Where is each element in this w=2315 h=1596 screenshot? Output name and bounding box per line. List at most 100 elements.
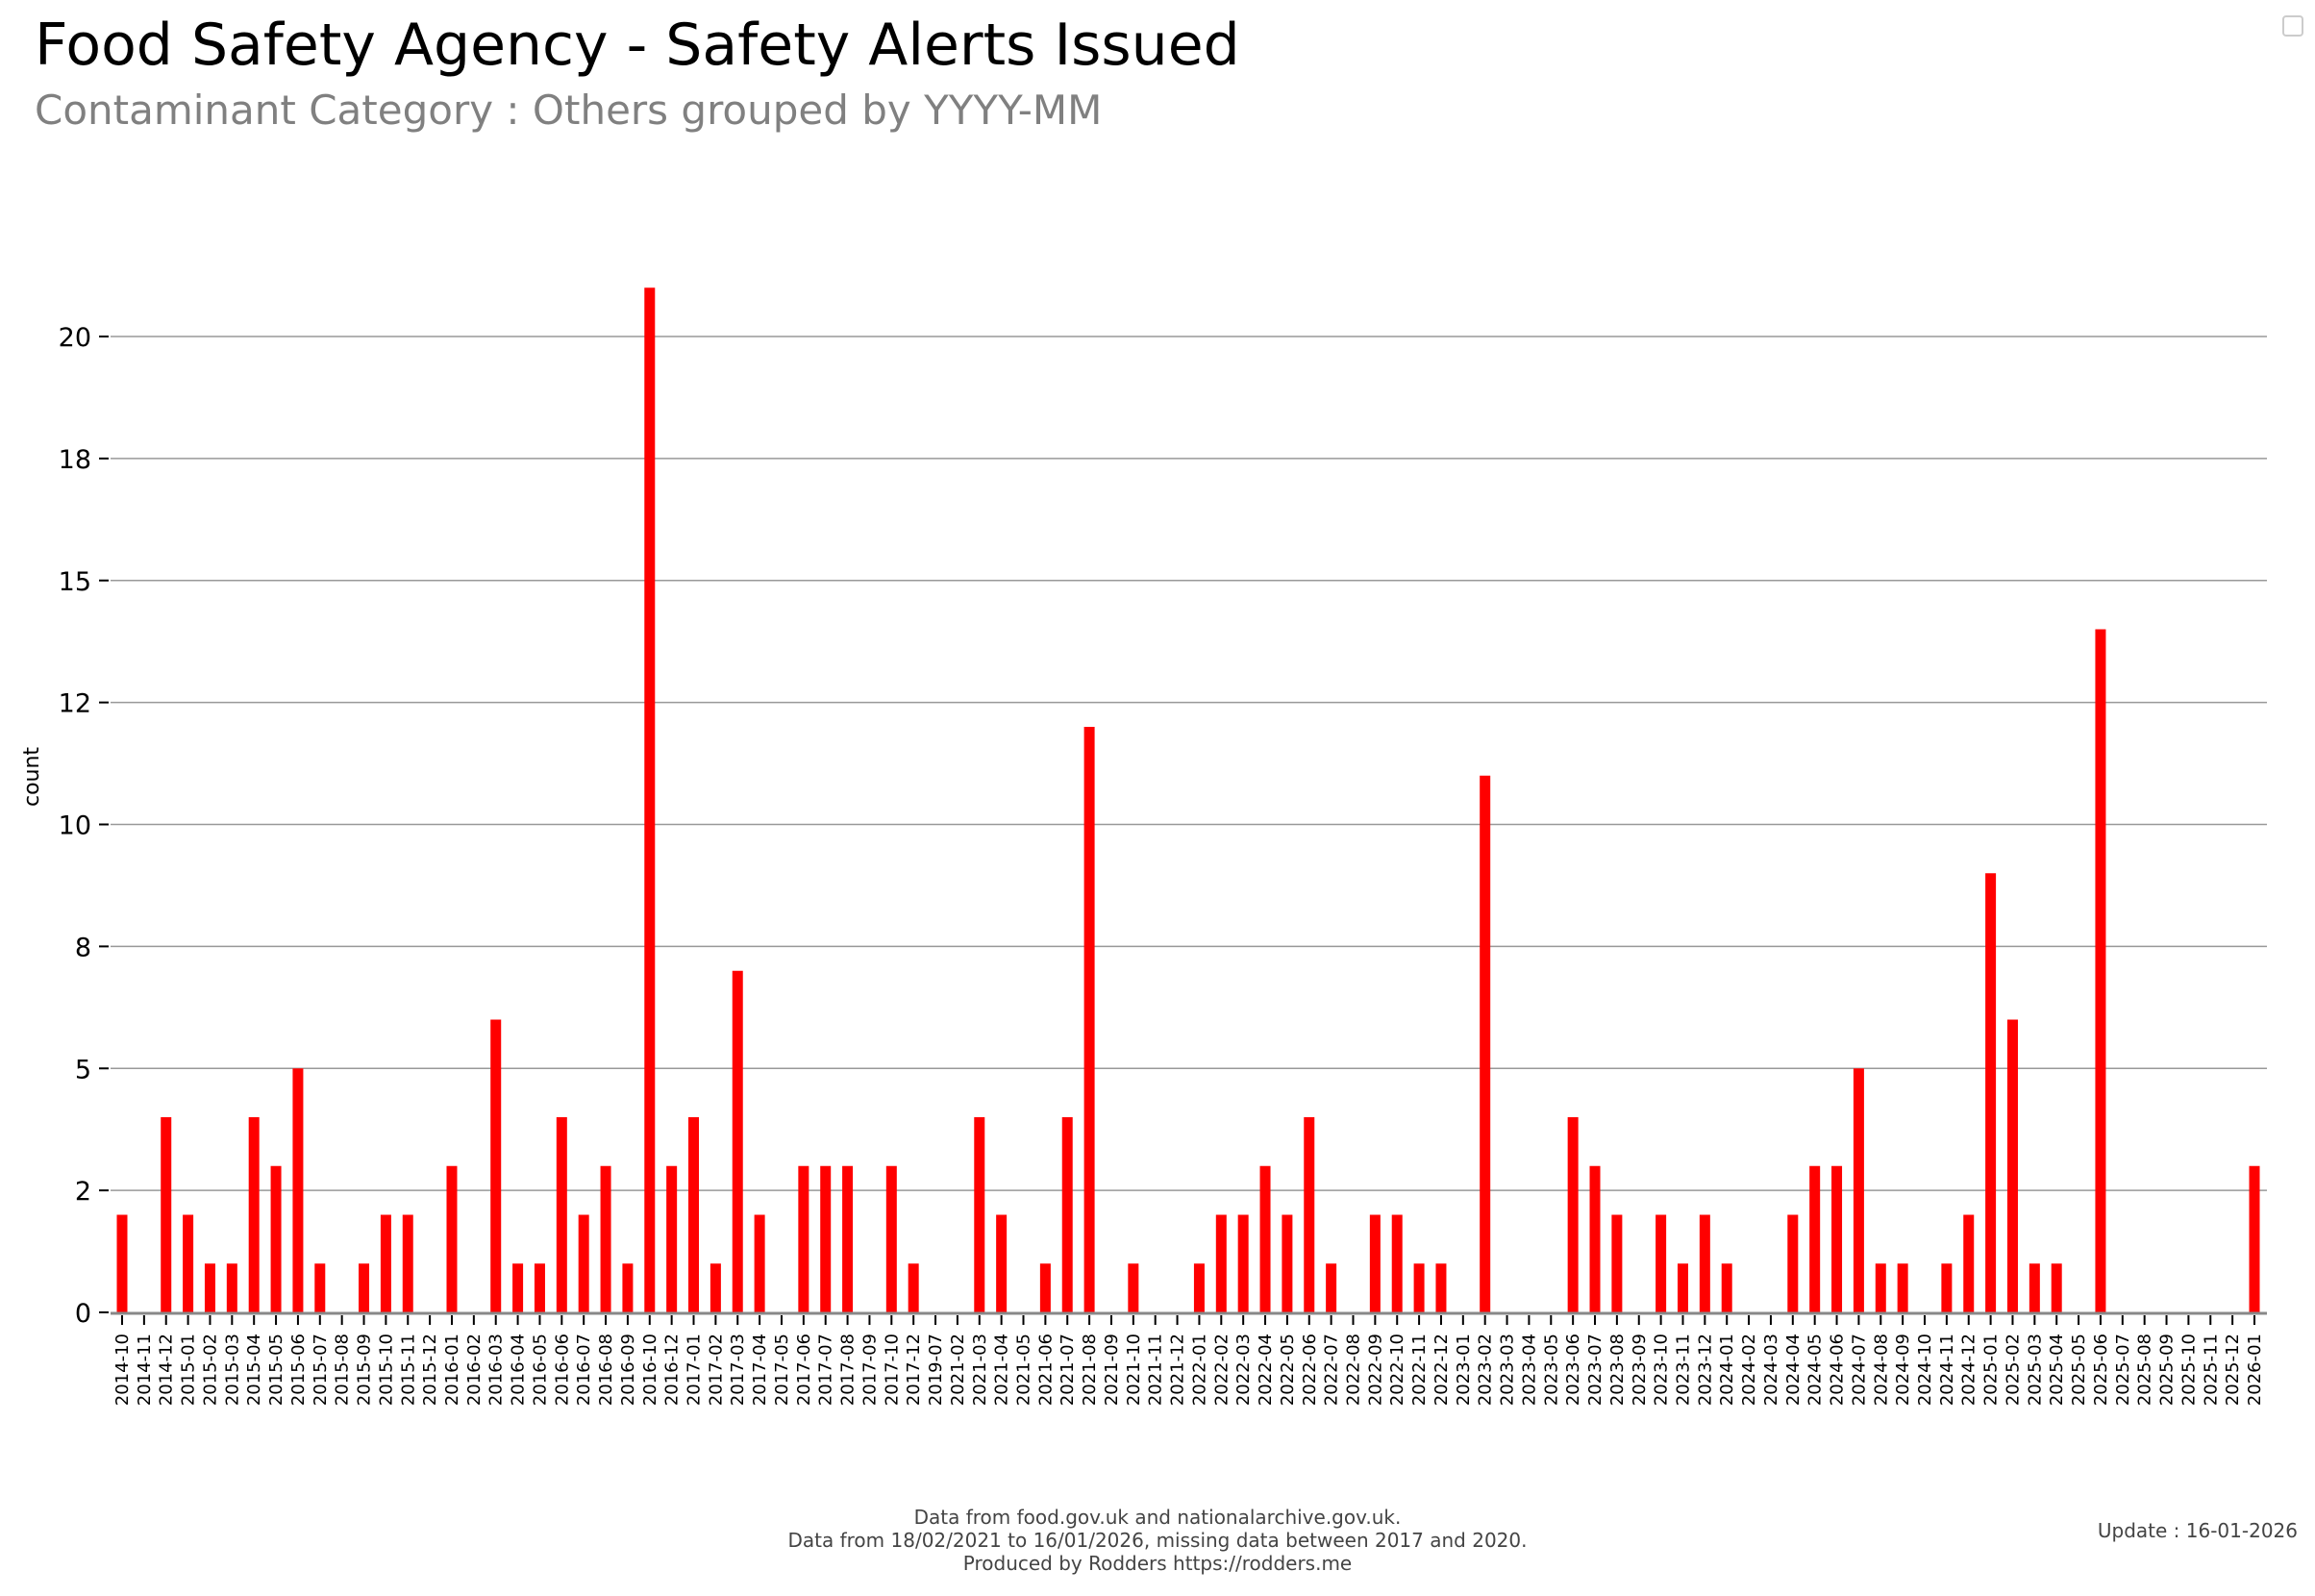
- x-tick-label: 2015-10: [376, 1334, 396, 1406]
- x-tick-label: 2016-05: [530, 1334, 550, 1406]
- x-tick-label: 2021-11: [1146, 1334, 1166, 1406]
- x-tick-label: 2022-12: [1431, 1334, 1452, 1406]
- x-tick-label: 2025-09: [2157, 1334, 2178, 1406]
- bar: [1304, 1117, 1315, 1312]
- x-tick-label: 2015-03: [222, 1334, 242, 1406]
- bar: [1259, 1165, 1271, 1312]
- bar: [2051, 1263, 2062, 1312]
- x-tick-label: 2015-06: [288, 1334, 309, 1406]
- x-tick-label: 2024-11: [1937, 1334, 1957, 1406]
- bar: [1413, 1263, 1425, 1312]
- bar: [1391, 1214, 1403, 1312]
- x-tick-label: 2023-01: [1454, 1334, 1474, 1406]
- x-tick-label: 2014-11: [135, 1334, 155, 1406]
- bar: [1215, 1214, 1227, 1312]
- bar: [1128, 1263, 1139, 1312]
- chart-title: Food Safety Agency - Safety Alerts Issue…: [35, 12, 1240, 79]
- x-axis: 2014-10 2014-11 2014-12 2015-01 2015-02 2015-…: [111, 1311, 2267, 1406]
- bar: [248, 1117, 260, 1312]
- x-tick-label: 2023-11: [1673, 1334, 1693, 1406]
- bar: [2006, 1019, 2018, 1312]
- x-tick-label: 2024-07: [1849, 1334, 1869, 1406]
- x-tick-label: 2021-07: [1058, 1334, 1078, 1406]
- x-tick-label: 2017-08: [838, 1334, 859, 1406]
- x-tick-label: 2015-09: [355, 1334, 375, 1406]
- bar: [1941, 1263, 1953, 1312]
- bar: [996, 1214, 1008, 1312]
- bar: [1853, 1068, 1864, 1312]
- x-tick-label: 2017-09: [859, 1334, 880, 1406]
- y-tick-label: 15: [59, 567, 91, 597]
- x-tick-label: 2021-03: [970, 1334, 990, 1406]
- x-tick-label: 2022-02: [1211, 1334, 1232, 1406]
- bar: [1480, 775, 1491, 1312]
- bar: [1677, 1263, 1688, 1312]
- x-tick-label: 2015-02: [200, 1334, 220, 1406]
- x-tick-label: 2017-10: [882, 1334, 902, 1406]
- x-tick-label: 2015-01: [179, 1334, 199, 1406]
- x-tick-label: 2022-04: [1256, 1334, 1276, 1406]
- bar: [1963, 1214, 1975, 1312]
- x-tick-label: 2022-05: [1278, 1334, 1298, 1406]
- x-tick-label: 2017-12: [904, 1334, 924, 1406]
- x-tick-label: 2022-08: [1343, 1334, 1363, 1406]
- bar: [292, 1068, 304, 1312]
- bar: [204, 1263, 215, 1312]
- update-date: Update : 16-01-2026: [2097, 1519, 2298, 1542]
- bar: [974, 1117, 985, 1312]
- bar: [2029, 1263, 2040, 1312]
- bar: [1699, 1214, 1710, 1312]
- x-tick-label: 2023-05: [1541, 1334, 1561, 1406]
- x-tick-label: 2023-04: [1519, 1334, 1539, 1406]
- y-tick-label: 18: [59, 445, 91, 475]
- bar: [1039, 1263, 1051, 1312]
- x-tick-label: 2025-12: [2223, 1334, 2243, 1406]
- gridlines: [111, 336, 2267, 1191]
- bar: [1721, 1263, 1732, 1312]
- x-tick-label: 2021-04: [992, 1334, 1012, 1406]
- bar: [1061, 1117, 1073, 1312]
- y-tick-label: 10: [59, 811, 91, 841]
- chart-subtitle: Contaminant Category : Others grouped by…: [35, 87, 1103, 134]
- y-tick-label: 2: [75, 1177, 91, 1207]
- x-tick-label: 2025-04: [2047, 1334, 2067, 1406]
- bar: [2249, 1165, 2260, 1312]
- bar: [820, 1165, 832, 1312]
- x-tick-label: 2021-06: [1035, 1334, 1056, 1406]
- bar: [1589, 1165, 1601, 1312]
- x-tick-label: 2016-03: [486, 1334, 507, 1406]
- x-tick-label: 2022-06: [1300, 1334, 1320, 1406]
- x-tick-label: 2024-04: [1783, 1334, 1804, 1406]
- x-tick-label: 2021-10: [1124, 1334, 1144, 1406]
- bar: [1567, 1117, 1579, 1312]
- bar: [709, 1263, 721, 1312]
- bar: [1237, 1214, 1249, 1312]
- bar: [644, 287, 656, 1312]
- x-tick-label: 2026-01: [2245, 1334, 2265, 1406]
- bar: [1875, 1263, 1886, 1312]
- bar: [512, 1263, 524, 1312]
- x-tick-label: 2016-06: [552, 1334, 572, 1406]
- y-tick-label: 20: [59, 323, 91, 353]
- bar: [380, 1214, 391, 1312]
- bar: [1193, 1263, 1205, 1312]
- x-tick-label: 2015-12: [420, 1334, 440, 1406]
- bar: [490, 1019, 502, 1312]
- x-tick-label: 2023-02: [1476, 1334, 1496, 1406]
- bar: [1326, 1263, 1337, 1312]
- x-tick-label: 2021-12: [1168, 1334, 1188, 1406]
- x-tick-label: 2021-05: [1014, 1334, 1034, 1406]
- x-tick-label: 2023-09: [1630, 1334, 1650, 1406]
- x-tick-label: 2023-12: [1695, 1334, 1715, 1406]
- bar: [798, 1165, 809, 1312]
- checkbox-icon[interactable]: [2282, 15, 2303, 37]
- bar: [1655, 1214, 1667, 1312]
- y-axis-ticks: 0 2 5 8 10 12 15 18 20: [59, 323, 109, 1329]
- x-tick-label: 2022-10: [1387, 1334, 1407, 1406]
- footer-line: Data from 18/02/2021 to 16/01/2026, miss…: [787, 1529, 1528, 1552]
- bar: [402, 1214, 413, 1312]
- x-tick-label: 2025-06: [2091, 1334, 2111, 1406]
- bar: [556, 1117, 567, 1312]
- bar: [2095, 629, 2106, 1312]
